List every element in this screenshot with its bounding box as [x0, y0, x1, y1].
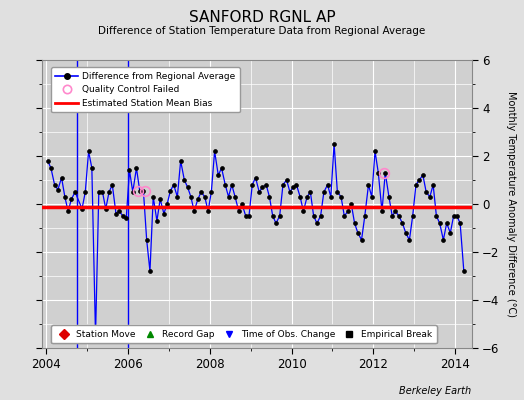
- Text: Berkeley Earth: Berkeley Earth: [399, 386, 472, 396]
- Legend: Station Move, Record Gap, Time of Obs. Change, Empirical Break: Station Move, Record Gap, Time of Obs. C…: [51, 326, 437, 344]
- Text: SANFORD RGNL AP: SANFORD RGNL AP: [189, 10, 335, 25]
- Y-axis label: Monthly Temperature Anomaly Difference (°C): Monthly Temperature Anomaly Difference (…: [506, 91, 516, 317]
- Text: Difference of Station Temperature Data from Regional Average: Difference of Station Temperature Data f…: [99, 26, 425, 36]
